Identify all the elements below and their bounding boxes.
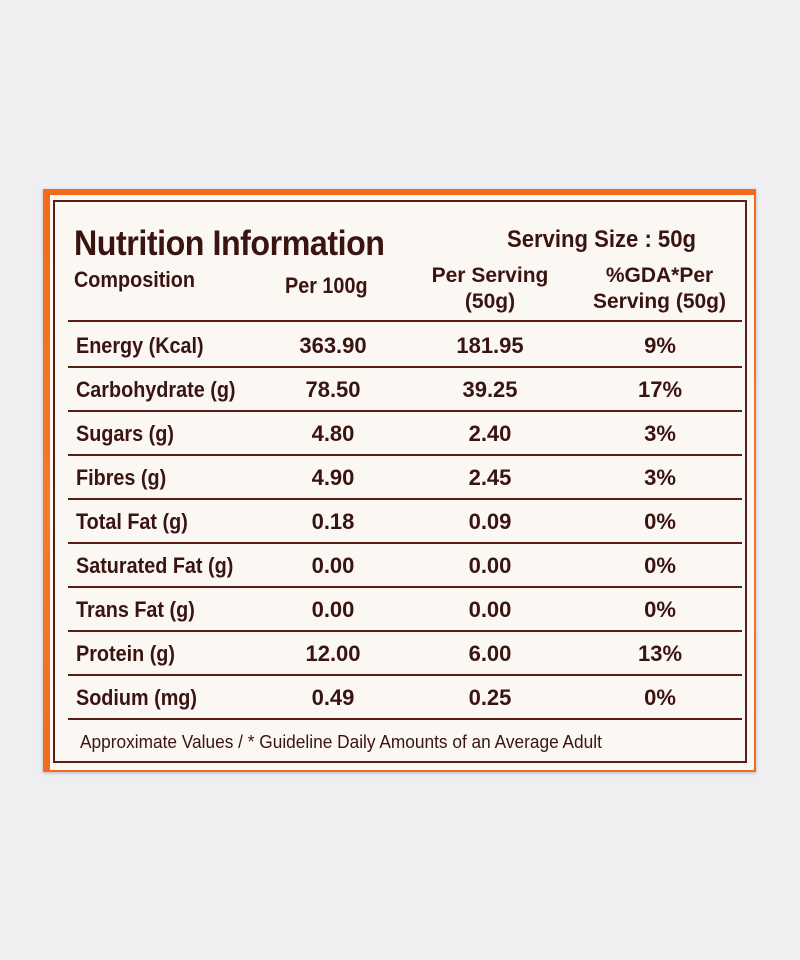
value-gda: 0%: [644, 509, 676, 534]
nutrient-name: Total Fat (g): [76, 509, 188, 534]
value-per-100g: 0.49: [311, 685, 355, 710]
row-rule: [68, 542, 742, 544]
value-gda: 0%: [644, 685, 676, 710]
header-gda: %GDA*Per Serving (50g): [572, 263, 747, 315]
row-rule: [68, 366, 742, 368]
value-per-serving: 181.95: [456, 333, 524, 358]
row-rule: [68, 674, 742, 676]
header-composition: Composition: [74, 267, 195, 292]
value-gda: 0%: [644, 553, 676, 578]
value-per-serving: 0.09: [468, 509, 512, 534]
header-gda-line1: %GDA*Per: [605, 264, 714, 287]
value-per-serving: 2.45: [468, 465, 512, 490]
nutrient-name: Fibres (g): [76, 465, 167, 490]
value-per-serving: 2.40: [468, 421, 512, 446]
header-per-100g: Per 100g: [285, 273, 368, 298]
header-gda-line2: Serving (50g): [592, 290, 727, 313]
nutrition-panel: Nutrition Information Serving Size : 50g…: [53, 200, 747, 763]
value-per-serving: 0.25: [468, 685, 512, 710]
value-gda: 3%: [644, 465, 676, 490]
row-rule: [68, 498, 742, 500]
value-per-100g: 4.90: [311, 465, 355, 490]
header-rule: [68, 320, 742, 322]
nutrient-name: Energy (Kcal): [76, 333, 204, 358]
value-per-100g: 0.18: [311, 509, 355, 534]
row-rule: [68, 586, 742, 588]
nutrient-name: Trans Fat (g): [76, 597, 195, 622]
value-per-100g: 0.00: [311, 597, 355, 622]
value-per-100g: 12.00: [305, 641, 361, 666]
value-gda: 9%: [644, 333, 676, 358]
header-per-serving: Per Serving (50g): [410, 263, 570, 315]
value-gda: 13%: [637, 641, 683, 666]
value-per-serving: 0.00: [468, 597, 512, 622]
value-per-100g: 4.80: [311, 421, 355, 446]
header-per-serving-line1: Per Serving: [431, 264, 549, 287]
value-gda: 17%: [637, 377, 683, 402]
value-gda: 3%: [644, 421, 676, 446]
panel-title: Nutrition Information: [74, 224, 385, 263]
row-rule: [68, 454, 742, 456]
value-per-serving: 39.25: [462, 377, 518, 402]
value-per-serving: 0.00: [468, 553, 512, 578]
footnote: Approximate Values / * Guideline Daily A…: [80, 732, 602, 752]
value-per-serving: 6.00: [468, 641, 512, 666]
header-per-serving-line2: (50g): [464, 290, 516, 313]
nutrient-name: Saturated Fat (g): [76, 553, 234, 578]
row-rule: [68, 410, 742, 412]
value-per-100g: 363.90: [299, 333, 367, 358]
value-per-100g: 0.00: [311, 553, 355, 578]
row-rule: [68, 718, 742, 720]
serving-size: Serving Size : 50g: [507, 226, 696, 253]
nutrient-name: Sodium (mg): [76, 685, 197, 710]
nutrient-name: Carbohydrate (g): [76, 377, 236, 402]
row-rule: [68, 630, 742, 632]
nutrient-name: Protein (g): [76, 641, 175, 666]
nutrient-name: Sugars (g): [76, 421, 174, 446]
value-gda: 0%: [644, 597, 676, 622]
value-per-100g: 78.50: [305, 377, 361, 402]
